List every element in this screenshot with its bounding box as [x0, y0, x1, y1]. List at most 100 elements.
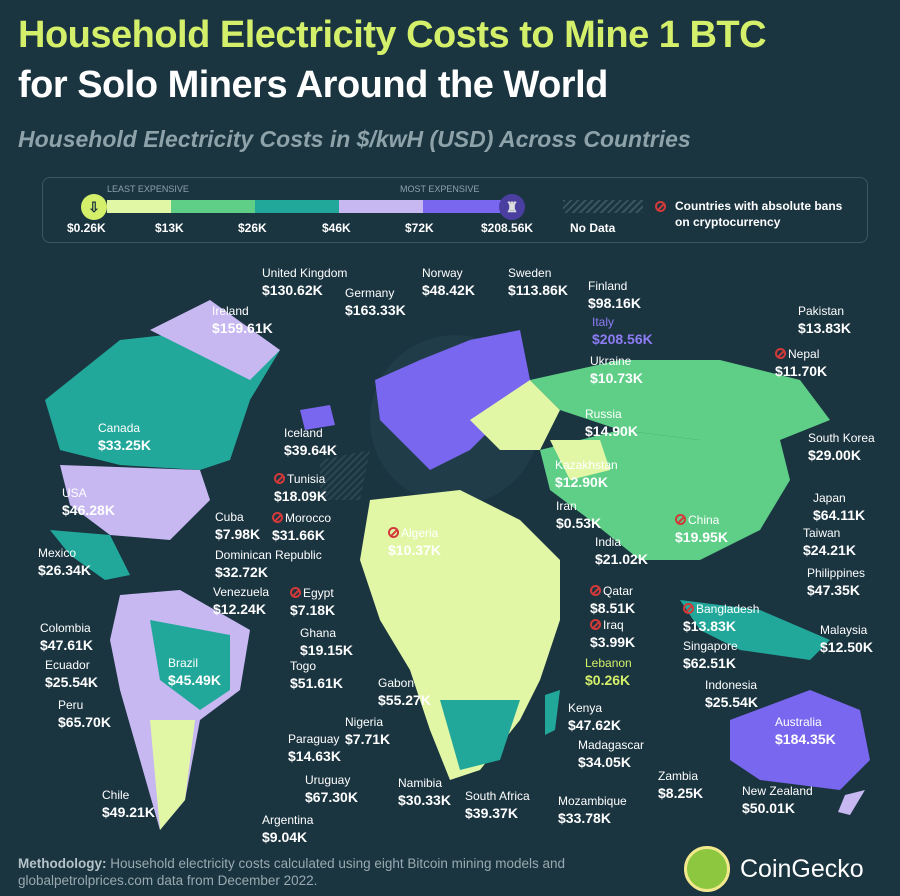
country-name: Lebanon	[585, 656, 632, 670]
country-name: Canada	[98, 421, 141, 435]
country-value: $130.62K	[262, 282, 323, 298]
legend-no-data: No Data	[570, 221, 616, 235]
country-label: Nepal $11.70K	[775, 345, 827, 380]
country-name: Malaysia	[820, 623, 868, 637]
legend-tick: $26K	[238, 221, 267, 235]
country-label: Singapore $62.51K	[683, 638, 738, 672]
country-value: $46.28K	[62, 502, 115, 518]
country-label: Ghana $19.15K	[300, 625, 353, 659]
country-name: Ireland	[212, 304, 249, 318]
country-name: Morocco	[285, 511, 332, 525]
country-name: Argentina	[262, 813, 314, 827]
country-value: $7.71K	[345, 731, 391, 747]
lightbulb-icon: ⇩	[81, 194, 107, 220]
country-value: $98.16K	[588, 295, 641, 311]
country-value: $19.95K	[675, 529, 728, 545]
country-value: $39.64K	[284, 442, 337, 458]
legend-swatch-2	[171, 200, 255, 213]
legend-tick: $46K	[322, 221, 351, 235]
legend-tick: $208.56K	[481, 221, 534, 235]
country-value: $13.83K	[798, 320, 851, 336]
country-value: $18.09K	[274, 488, 327, 504]
region-brazil	[150, 620, 230, 710]
brand-name: CoinGecko	[740, 855, 864, 883]
methodology-text: Household electricity costs calculated u…	[18, 856, 565, 888]
country-name: Venezuela	[213, 585, 270, 599]
country-label: Peru $65.70K	[58, 697, 111, 731]
country-label: Norway $48.42K	[422, 265, 475, 299]
country-value: $7.18K	[290, 602, 336, 618]
country-name: Taiwan	[803, 526, 841, 540]
region-usa	[60, 465, 210, 540]
subtitle: Household Electricity Costs in $/kwH (US…	[18, 126, 691, 152]
country-name: Namibia	[398, 776, 443, 790]
country-label: Pakistan $13.83K	[798, 303, 851, 337]
country-label: Chile $49.21K	[102, 787, 155, 821]
region-southeast-asia	[680, 600, 830, 660]
region-iceland	[300, 405, 335, 430]
country-name: Kazakhstan	[555, 458, 618, 472]
country-label: Dominican Republic $32.72K	[215, 547, 322, 581]
country-label: Iraq $3.99K	[590, 616, 635, 651]
country-value: $8.25K	[658, 785, 704, 801]
country-label: Ireland $159.61K	[212, 303, 273, 337]
country-value: $10.37K	[388, 542, 441, 558]
world-map	[45, 300, 870, 830]
ban-icon	[274, 473, 285, 484]
tower-icon: ♜	[499, 194, 525, 220]
country-value: $31.66K	[272, 527, 325, 543]
country-label: Algeria $10.37K	[388, 524, 441, 559]
ban-icon	[683, 603, 694, 614]
country-value: $34.05K	[578, 754, 631, 770]
country-value: $14.63K	[288, 748, 341, 764]
country-name: South Africa	[465, 789, 530, 803]
country-name: Iceland	[284, 426, 323, 440]
legend-tick: $13K	[155, 221, 184, 235]
ban-icon	[272, 512, 283, 523]
country-label: Gabon $55.27K	[378, 675, 431, 709]
country-value: $11.70K	[775, 363, 828, 379]
country-name: Iraq	[603, 618, 624, 632]
country-label: Lebanon $0.26K	[585, 655, 632, 689]
country-value: $14.90K	[585, 423, 638, 439]
country-name: Dominican Republic	[215, 548, 322, 562]
country-name: Colombia	[40, 621, 91, 635]
region-kazakhstan	[550, 440, 610, 480]
country-value: $48.42K	[422, 282, 475, 298]
region-canada-north	[150, 300, 280, 380]
country-label: Ecuador $25.54K	[45, 657, 98, 691]
country-name: Bangladesh	[696, 602, 760, 616]
country-name: China	[688, 513, 720, 527]
country-label: USA $46.28K	[62, 485, 115, 519]
country-label: Malaysia $12.50K	[820, 622, 873, 656]
country-label: Philippines $47.35K	[807, 565, 865, 599]
country-value: $163.33K	[345, 302, 406, 318]
country-label: South Korea $29.00K	[808, 430, 875, 464]
country-name: Mozambique	[558, 794, 627, 808]
country-label: Australia $184.35K	[775, 714, 836, 748]
country-name: Germany	[345, 286, 395, 300]
country-label: Paraguay $14.63K	[288, 731, 341, 765]
country-label: Venezuela $12.24K	[213, 584, 269, 618]
country-name: Kenya	[568, 701, 603, 715]
country-label: Kazakhstan $12.90K	[555, 457, 618, 491]
country-label: Canada $33.25K	[98, 420, 151, 454]
country-label: Mozambique $33.78K	[558, 793, 627, 827]
country-label: Japan $64.11K	[813, 490, 865, 524]
country-name: Egypt	[303, 586, 334, 600]
country-value: $0.53K	[556, 515, 602, 531]
country-label: Finland $98.16K	[588, 278, 641, 312]
country-name: Australia	[775, 715, 822, 729]
country-value: $29.00K	[808, 447, 861, 463]
country-value: $47.35K	[807, 582, 860, 598]
country-value: $19.15K	[300, 642, 353, 658]
country-name: Algeria	[401, 526, 439, 540]
country-value: $113.86K	[508, 282, 568, 298]
country-label: Iceland $39.64K	[284, 425, 337, 459]
country-label: Russia $14.90K	[585, 406, 638, 440]
country-label: Uruguay $67.30K	[305, 772, 358, 806]
country-value: $7.98K	[215, 526, 261, 542]
country-value: $49.21K	[102, 804, 155, 820]
country-label: Argentina $9.04K	[262, 812, 313, 846]
title-line-2: for Solo Miners Around the World	[18, 64, 608, 106]
